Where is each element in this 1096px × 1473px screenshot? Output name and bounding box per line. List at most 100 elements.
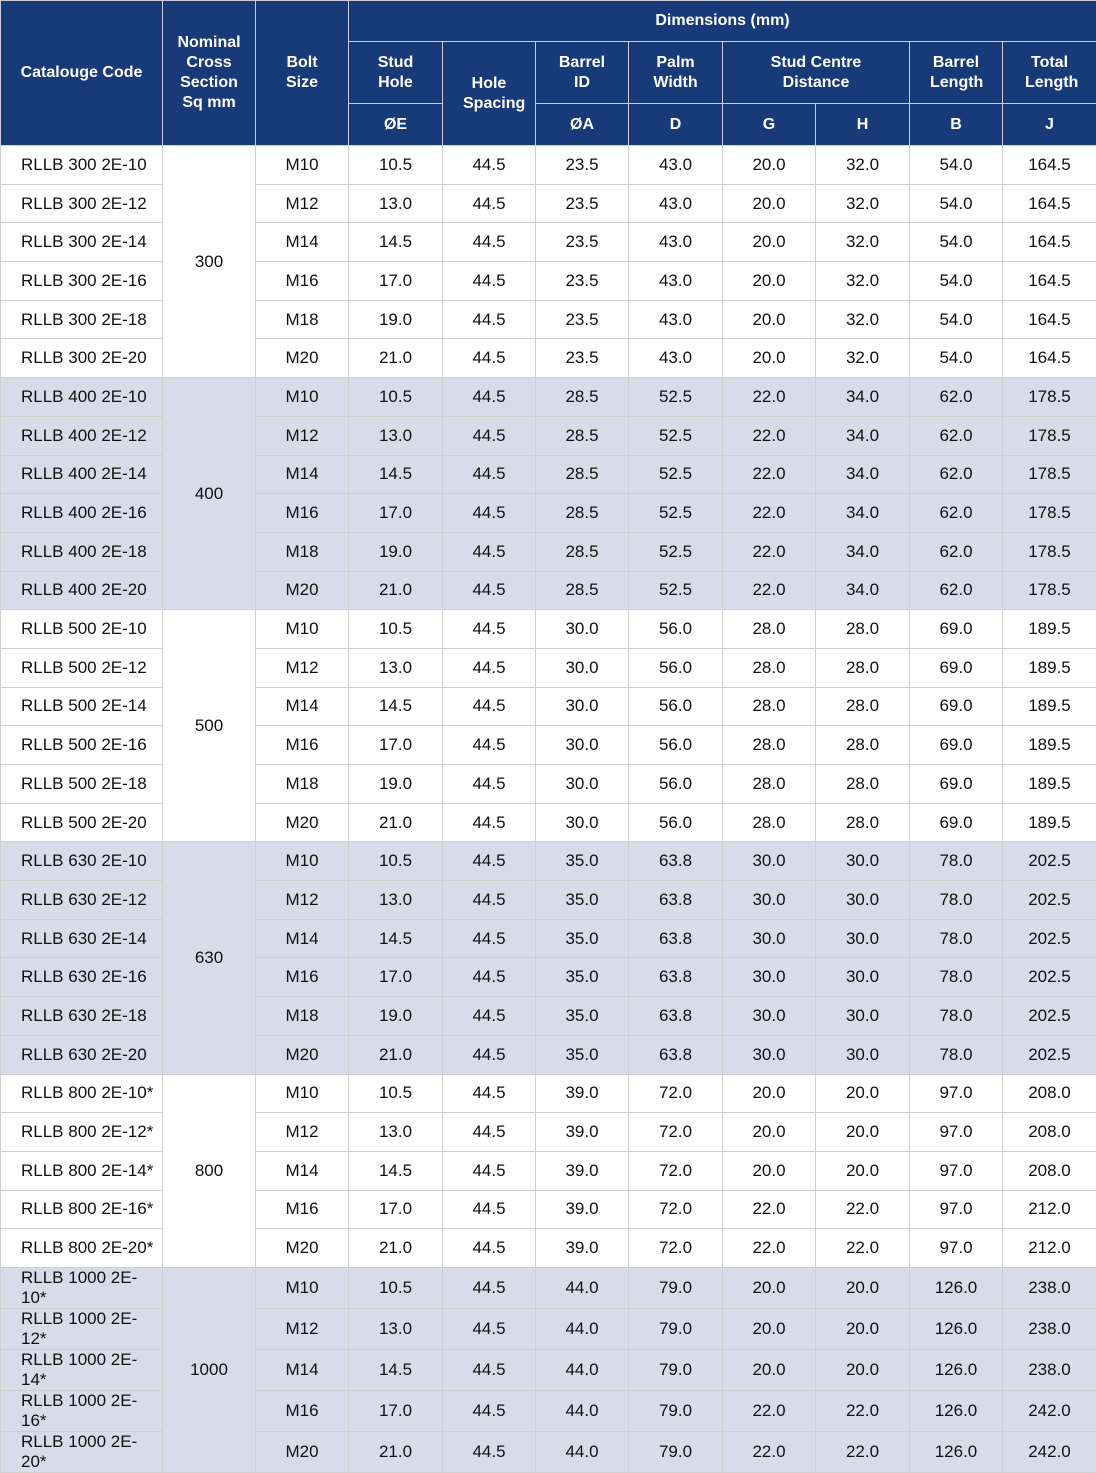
cell-stud-hole: 21.0 — [349, 1431, 443, 1472]
cell-palm-width: 43.0 — [629, 262, 723, 301]
cell-hole-spacing: 44.5 — [443, 648, 536, 687]
cell-barrel-length: 62.0 — [910, 416, 1003, 455]
cell-barrel-length: 97.0 — [910, 1074, 1003, 1113]
cell-palm-width: 56.0 — [629, 803, 723, 842]
cell-catalogue-code: RLLB 1000 2E-10* — [1, 1267, 163, 1308]
cell-catalogue-code: RLLB 300 2E-12 — [1, 184, 163, 223]
cell-palm-width: 52.5 — [629, 571, 723, 610]
cell-hole-spacing: 44.5 — [443, 262, 536, 301]
cell-hole-spacing: 44.5 — [443, 1308, 536, 1349]
cell-stud-centre-h: 30.0 — [816, 1035, 910, 1074]
header-symbol-h: H — [816, 104, 910, 146]
cell-barrel-id: 23.5 — [536, 146, 629, 185]
cell-total-length: 189.5 — [1003, 726, 1096, 765]
cell-stud-hole: 17.0 — [349, 1390, 443, 1431]
cell-catalogue-code: RLLB 1000 2E-12* — [1, 1308, 163, 1349]
cell-bolt-size: M12 — [256, 1308, 349, 1349]
cell-barrel-id: 39.0 — [536, 1190, 629, 1229]
cell-palm-width: 63.8 — [629, 1035, 723, 1074]
cell-stud-centre-g: 20.0 — [723, 300, 816, 339]
cell-total-length: 178.5 — [1003, 378, 1096, 417]
cell-stud-centre-g: 28.0 — [723, 726, 816, 765]
cell-hole-spacing: 44.5 — [443, 494, 536, 533]
cell-hole-spacing: 44.5 — [443, 765, 536, 804]
cell-stud-hole: 17.0 — [349, 262, 443, 301]
cell-stud-hole: 14.5 — [349, 1151, 443, 1190]
cell-barrel-length: 78.0 — [910, 919, 1003, 958]
cell-palm-width: 52.5 — [629, 494, 723, 533]
cell-catalogue-code: RLLB 300 2E-18 — [1, 300, 163, 339]
cell-hole-spacing: 44.5 — [443, 1074, 536, 1113]
cell-barrel-length: 126.0 — [910, 1349, 1003, 1390]
cell-total-length: 189.5 — [1003, 765, 1096, 804]
cell-barrel-length: 97.0 — [910, 1151, 1003, 1190]
cell-bolt-size: M14 — [256, 455, 349, 494]
cell-stud-centre-h: 30.0 — [816, 842, 910, 881]
cell-barrel-id: 23.5 — [536, 184, 629, 223]
cell-stud-hole: 14.5 — [349, 1349, 443, 1390]
cell-barrel-id: 35.0 — [536, 1035, 629, 1074]
cell-palm-width: 56.0 — [629, 687, 723, 726]
cell-barrel-length: 126.0 — [910, 1390, 1003, 1431]
cell-nominal-cross-section: 630 — [163, 842, 256, 1074]
cell-total-length: 202.5 — [1003, 881, 1096, 920]
cell-barrel-id: 35.0 — [536, 919, 629, 958]
cell-barrel-id: 23.5 — [536, 262, 629, 301]
cell-palm-width: 79.0 — [629, 1431, 723, 1472]
cell-palm-width: 72.0 — [629, 1074, 723, 1113]
cell-stud-centre-g: 28.0 — [723, 610, 816, 649]
header-symbol-d: D — [629, 104, 723, 146]
cell-total-length: 178.5 — [1003, 416, 1096, 455]
cell-stud-hole: 13.0 — [349, 184, 443, 223]
cell-hole-spacing: 44.5 — [443, 571, 536, 610]
cell-palm-width: 56.0 — [629, 726, 723, 765]
cell-catalogue-code: RLLB 500 2E-16 — [1, 726, 163, 765]
cell-stud-hole: 13.0 — [349, 1308, 443, 1349]
cell-stud-centre-g: 20.0 — [723, 1349, 816, 1390]
cell-stud-centre-g: 20.0 — [723, 262, 816, 301]
cell-palm-width: 72.0 — [629, 1190, 723, 1229]
cell-hole-spacing: 44.5 — [443, 803, 536, 842]
cell-barrel-id: 39.0 — [536, 1229, 629, 1268]
cell-hole-spacing: 44.5 — [443, 1190, 536, 1229]
cell-total-length: 208.0 — [1003, 1113, 1096, 1152]
cell-barrel-length: 54.0 — [910, 184, 1003, 223]
cell-nominal-cross-section: 800 — [163, 1074, 256, 1267]
cell-barrel-id: 30.0 — [536, 803, 629, 842]
cell-bolt-size: M16 — [256, 1190, 349, 1229]
cell-stud-centre-g: 20.0 — [723, 184, 816, 223]
cell-total-length: 238.0 — [1003, 1349, 1096, 1390]
header-symbol-j: J — [1003, 104, 1096, 146]
cell-barrel-length: 69.0 — [910, 803, 1003, 842]
cell-total-length: 164.5 — [1003, 223, 1096, 262]
cell-catalogue-code: RLLB 400 2E-18 — [1, 532, 163, 571]
cell-stud-hole: 13.0 — [349, 416, 443, 455]
cell-nominal-cross-section: 1000 — [163, 1267, 256, 1472]
cell-barrel-id: 39.0 — [536, 1151, 629, 1190]
header-barrel-id: Barrel ID — [536, 42, 629, 104]
cell-barrel-id: 30.0 — [536, 765, 629, 804]
cell-bolt-size: M12 — [256, 184, 349, 223]
cell-palm-width: 43.0 — [629, 184, 723, 223]
cell-stud-centre-g: 30.0 — [723, 958, 816, 997]
cell-catalogue-code: RLLB 630 2E-10 — [1, 842, 163, 881]
cell-palm-width: 52.5 — [629, 532, 723, 571]
cell-hole-spacing: 44.5 — [443, 300, 536, 339]
cell-total-length: 189.5 — [1003, 648, 1096, 687]
header-palm-width: Palm Width — [629, 42, 723, 104]
cell-stud-centre-h: 34.0 — [816, 571, 910, 610]
cell-barrel-length: 97.0 — [910, 1229, 1003, 1268]
cell-stud-hole: 10.5 — [349, 1074, 443, 1113]
cell-total-length: 178.5 — [1003, 571, 1096, 610]
cell-hole-spacing: 44.5 — [443, 1035, 536, 1074]
cell-barrel-length: 54.0 — [910, 223, 1003, 262]
cell-stud-centre-g: 28.0 — [723, 765, 816, 804]
cell-barrel-length: 62.0 — [910, 571, 1003, 610]
cell-stud-hole: 13.0 — [349, 881, 443, 920]
cell-palm-width: 72.0 — [629, 1151, 723, 1190]
cell-stud-centre-h: 22.0 — [816, 1190, 910, 1229]
cell-barrel-id: 30.0 — [536, 648, 629, 687]
cell-palm-width: 79.0 — [629, 1390, 723, 1431]
